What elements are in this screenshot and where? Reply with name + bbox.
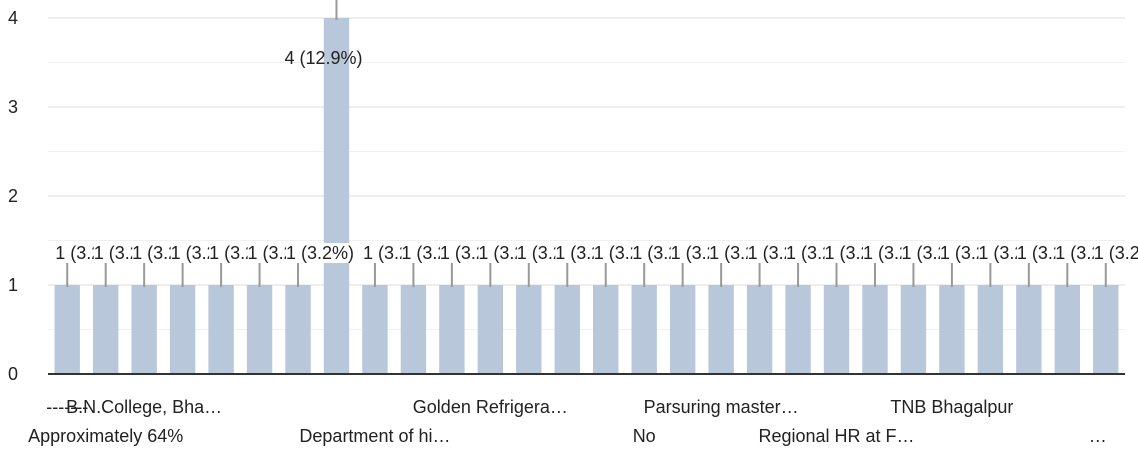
bar — [900, 285, 927, 374]
y-tick-label: 0 — [8, 364, 18, 384]
x-tick-label: Golden Refrigera… — [413, 397, 568, 417]
data-labels: 1 (3.2%)1 (3.2%)1 (3.2%)1 (3.2%)1 (3.2%)… — [55, 48, 1138, 263]
x-tick-label: ------- — [46, 397, 88, 417]
bar — [939, 285, 965, 374]
bar — [285, 285, 311, 374]
bar — [246, 285, 273, 374]
data-label: 1 (3.2%) — [1094, 243, 1138, 263]
bar — [400, 285, 427, 374]
bar — [785, 285, 811, 374]
bar — [323, 18, 350, 374]
bar — [516, 285, 542, 374]
bar — [746, 285, 773, 374]
y-tick-label: 2 — [8, 186, 18, 206]
bar — [208, 285, 234, 374]
x-tick-label: Approximately 64% — [28, 426, 183, 446]
x-tick-label: B.N.College, Bha… — [66, 397, 222, 417]
bar — [131, 285, 157, 374]
data-label-background — [286, 243, 355, 263]
bar — [93, 285, 119, 374]
bar — [477, 285, 504, 374]
bar — [1093, 285, 1119, 374]
bar — [439, 285, 465, 374]
bar — [362, 285, 388, 374]
bar — [823, 285, 850, 374]
bar — [862, 285, 888, 374]
bar — [708, 285, 734, 374]
x-axis-labels: ------- Approximately 64% B.N.College, Bha… — [28, 397, 1107, 446]
bar — [54, 285, 80, 374]
bar — [1016, 285, 1042, 374]
grid-lines — [48, 17, 1125, 330]
x-tick-label: Department of hi… — [299, 426, 450, 446]
y-axis-ticks: 0 1 2 3 4 — [8, 8, 18, 384]
bar — [669, 285, 696, 374]
bars — [54, 18, 1119, 374]
y-tick-label: 3 — [8, 97, 18, 117]
x-tick-label: No — [633, 426, 656, 446]
x-tick-label: … — [1089, 426, 1107, 446]
x-tick-label: Regional HR at F… — [758, 426, 914, 446]
bar — [631, 285, 657, 374]
bar — [169, 285, 196, 374]
bar — [554, 285, 580, 374]
data-label: 1 (3.2%) — [286, 243, 354, 263]
y-tick-label: 1 — [8, 275, 18, 295]
bar — [1054, 285, 1080, 374]
bar — [977, 285, 1004, 374]
data-label-background — [1093, 243, 1138, 263]
x-tick-label: TNB Bhagalpur — [890, 397, 1013, 417]
x-tick-label: Parsuring master… — [644, 397, 799, 417]
data-label: 4 (12.9%) — [284, 48, 362, 68]
y-tick-label: 4 — [8, 8, 18, 28]
bar — [593, 285, 619, 374]
